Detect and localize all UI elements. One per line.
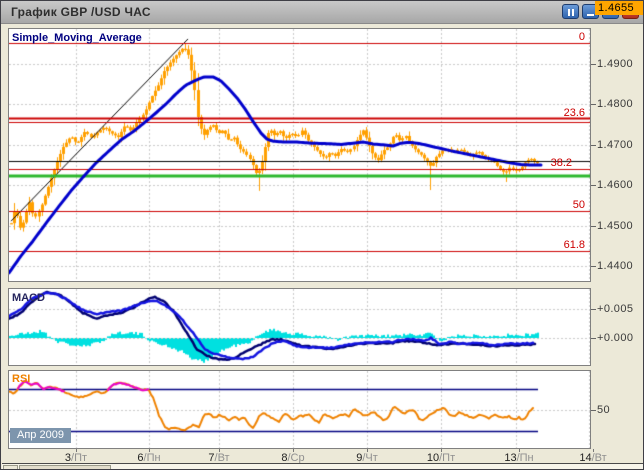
current-price-badge: 1.4655 xyxy=(595,1,643,15)
period-label: Апр 2009 xyxy=(10,428,71,443)
x-axis-label: 9/Чт xyxy=(343,449,391,464)
price-axis-label: 1.4500 xyxy=(591,220,643,232)
minimize-icon xyxy=(587,14,594,16)
macd-indicator-label: MACD xyxy=(12,292,45,304)
fib-level-label: 38.2 xyxy=(550,157,572,170)
pause-icon xyxy=(568,9,570,16)
rsi-indicator-label: RSI xyxy=(12,373,31,385)
price-axis-label: 1.4900 xyxy=(591,58,643,70)
x-axis-label: 3/Пт xyxy=(52,449,100,464)
fib-level-label: 50 xyxy=(572,199,585,212)
rsi-panel xyxy=(8,370,591,449)
x-axis-label: 8/Ср xyxy=(269,449,317,464)
window-title: График GBP /USD ЧАС xyxy=(11,5,151,19)
rsi-axis-label: 50 xyxy=(591,404,643,416)
price-chart-canvas[interactable] xyxy=(9,29,590,281)
macd-panel xyxy=(8,288,591,366)
price-axis-label: 1.4400 xyxy=(591,260,643,272)
x-axis-label: 7/Вт xyxy=(195,449,243,464)
title-bar[interactable]: График GBP /USD ЧАС × xyxy=(1,1,643,24)
fib-level-label: 23.6 xyxy=(563,106,585,119)
scrollbar-left-button[interactable] xyxy=(3,465,18,469)
sma-indicator-label: Simple_Moving_Average xyxy=(12,32,142,44)
x-axis-label: 13/Пн xyxy=(495,449,543,464)
scrollbar-thumb[interactable] xyxy=(19,465,111,469)
macd-axis-label: +0.000 xyxy=(591,332,643,344)
rsi-canvas[interactable] xyxy=(9,371,590,448)
fib-level-label: 0 xyxy=(578,30,585,43)
price-axis-label: 1.4800 xyxy=(591,98,643,110)
x-axis-label: 10/Пт xyxy=(417,449,465,464)
macd-canvas[interactable] xyxy=(9,289,590,365)
macd-axis-label: +0.005 xyxy=(591,303,643,315)
h-scrollbar[interactable] xyxy=(2,463,643,469)
pause-button[interactable] xyxy=(562,4,579,19)
price-chart-panel xyxy=(8,28,591,282)
price-axis-label: 1.4600 xyxy=(591,179,643,191)
fib-level-label: 61.8 xyxy=(563,239,585,252)
x-axis-label: 6/Пн xyxy=(125,449,173,464)
x-axis-label: 14/Вт xyxy=(569,449,617,464)
price-axis-label: 1.4700 xyxy=(591,139,643,151)
